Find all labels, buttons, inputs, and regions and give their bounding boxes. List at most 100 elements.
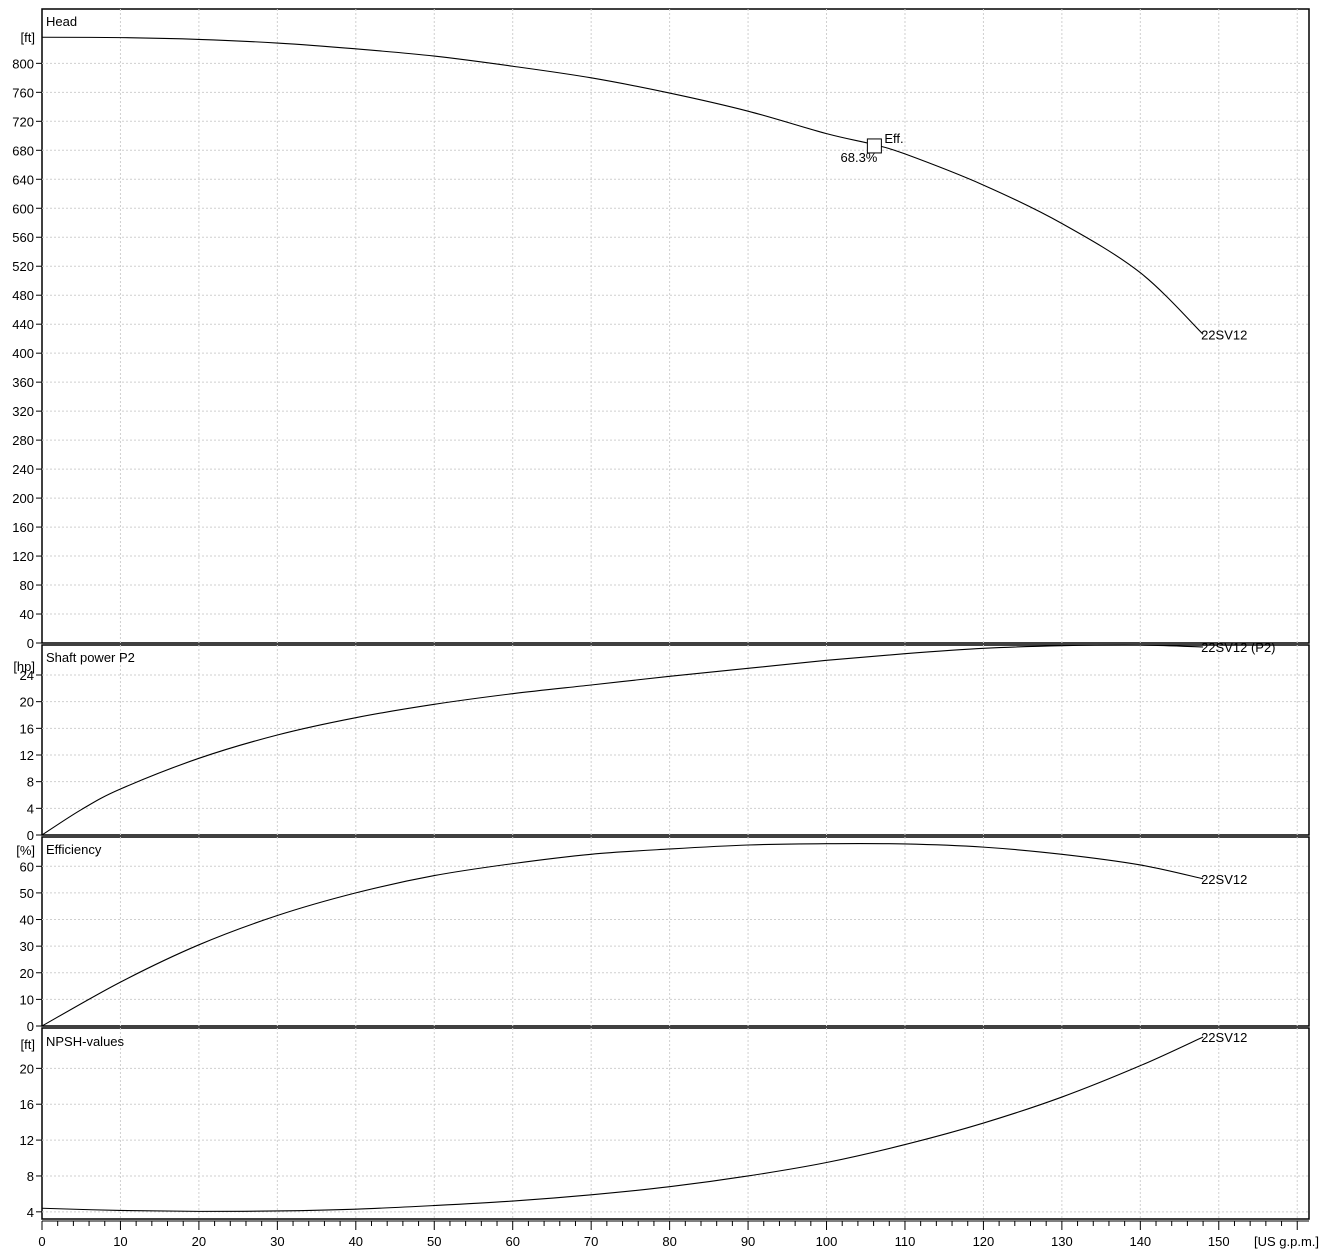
x-tick-label: 70	[584, 1234, 598, 1249]
series-label: 22SV12	[1201, 872, 1247, 887]
efficiency-marker-label: Eff.	[884, 131, 903, 146]
x-axis-unit-label: [US g.p.m.]	[1254, 1234, 1319, 1249]
x-axis: 0 10 20 30 40 50 60 70 80 90 100 110 120 130 140 150 [U…	[38, 1220, 1319, 1249]
series-line	[41, 842, 1204, 1027]
head-series: 22SV12	[41, 36, 1247, 342]
npsh-unit-label: [ft]	[21, 1037, 35, 1052]
y-tick-label: 80	[20, 578, 34, 593]
y-tick-label: 20	[20, 695, 34, 710]
x-tick-label: 150	[1208, 1234, 1230, 1249]
head-panel-title: Head	[46, 14, 77, 29]
y-tick-label: 50	[20, 886, 34, 901]
x-tick-label: 10	[113, 1234, 127, 1249]
y-tick-label: 24	[20, 668, 34, 683]
x-tick-label: 40	[349, 1234, 363, 1249]
x-tick-label: 130	[1051, 1234, 1073, 1249]
series-line	[41, 1036, 1204, 1212]
power-y-ticks: 0 4 8 12 16 20 24	[20, 668, 42, 843]
x-tick-label: 80	[662, 1234, 676, 1249]
x-tick-label: 120	[973, 1234, 995, 1249]
x-tick-label: 30	[270, 1234, 284, 1249]
x-axis-ticks: 0 10 20 30 40 50 60 70 80 90 100 110 120 130 140 150	[38, 1221, 1298, 1249]
y-tick-label: 800	[12, 56, 34, 71]
series-line	[41, 644, 1204, 836]
y-tick-label: 360	[12, 375, 34, 390]
efficiency-panel-title: Efficiency	[46, 842, 102, 857]
y-tick-label: 8	[27, 1169, 34, 1184]
efficiency-y-ticks: 0 10 20 30 40 50 60	[20, 859, 42, 1034]
power-series: 22SV12 (P2)	[41, 640, 1276, 836]
y-tick-label: 8	[27, 775, 34, 790]
head-unit-label: [ft]	[21, 30, 35, 45]
npsh-panel-frame	[41, 1027, 1310, 1220]
y-tick-label: 16	[20, 721, 34, 736]
power-panel-title: Shaft power P2	[46, 650, 135, 665]
efficiency-unit-label: [%]	[16, 843, 35, 858]
x-tick-label: 110	[895, 1234, 916, 1249]
y-tick-label: 600	[12, 201, 34, 216]
y-tick-label: 520	[12, 259, 34, 274]
y-tick-label: 760	[12, 85, 34, 100]
y-tick-label: 120	[12, 549, 34, 564]
y-tick-label: 0	[27, 636, 34, 651]
series-label: 22SV12 (P2)	[1201, 640, 1275, 655]
y-tick-label: 12	[20, 1133, 34, 1148]
y-tick-label: 720	[12, 114, 34, 129]
y-tick-label: 160	[12, 520, 34, 535]
y-tick-label: 560	[12, 230, 34, 245]
head-panel: 0 40 80 120 160 200 240 280 320 360 400 440 480 520 56…	[12, 8, 1310, 651]
y-tick-label: 30	[20, 939, 34, 954]
efficiency-panel: 0 10 20 30 40 50 60 Efficiency [%] 22SV12	[16, 836, 1310, 1034]
y-tick-label: 16	[20, 1097, 34, 1112]
y-tick-label: 480	[12, 288, 34, 303]
power-panel: 0 4 8 12 16 20 24 Shaft power P2 [hp] 22SV12 (…	[13, 640, 1310, 843]
y-tick-label: 40	[20, 913, 34, 928]
x-tick-label: 60	[505, 1234, 519, 1249]
y-tick-label: 4	[27, 801, 34, 816]
series-label: 22SV12	[1201, 327, 1247, 342]
y-tick-label: 60	[20, 859, 34, 874]
x-tick-label: 20	[192, 1234, 206, 1249]
x-tick-label: 100	[816, 1234, 838, 1249]
power-panel-frame	[41, 644, 1310, 836]
efficiency-grid	[42, 837, 1309, 1026]
x-tick-label: 140	[1129, 1234, 1151, 1249]
y-tick-label: 240	[12, 462, 34, 477]
y-tick-label: 20	[20, 1061, 34, 1076]
y-tick-label: 4	[27, 1205, 34, 1220]
y-tick-label: 40	[20, 607, 34, 622]
y-tick-label: 440	[12, 317, 34, 332]
y-tick-label: 200	[12, 491, 34, 506]
efficiency-series: 22SV12	[41, 842, 1247, 1027]
power-grid	[42, 645, 1309, 835]
y-tick-label: 10	[20, 992, 34, 1007]
y-tick-label: 680	[12, 143, 34, 158]
y-tick-label: 280	[12, 433, 34, 448]
npsh-grid	[42, 1028, 1309, 1219]
y-tick-label: 20	[20, 966, 34, 981]
efficiency-marker: Eff. 68.3%	[841, 131, 904, 165]
y-tick-label: 12	[20, 748, 34, 763]
head-panel-frame	[41, 8, 1310, 644]
head-y-ticks: 0 40 80 120 160 200 240 280 320 360 400 440 480 520 56…	[12, 56, 42, 651]
power-unit-label: [hp]	[13, 659, 35, 674]
efficiency-panel-frame	[41, 836, 1310, 1027]
y-tick-label: 0	[27, 828, 34, 843]
x-tick-label: 0	[38, 1234, 45, 1249]
y-tick-label: 320	[12, 404, 34, 419]
npsh-panel-title: NPSH-values	[46, 1034, 125, 1049]
series-label: 22SV12	[1201, 1030, 1247, 1045]
x-tick-label: 90	[741, 1234, 755, 1249]
y-tick-label: 0	[27, 1019, 34, 1034]
x-tick-label: 50	[427, 1234, 441, 1249]
npsh-series: 22SV12	[41, 1030, 1247, 1212]
npsh-panel: 4 8 12 16 20 NPSH-values [ft] 22SV12	[20, 1027, 1310, 1220]
series-line	[41, 36, 1204, 335]
efficiency-marker-box	[866, 138, 882, 154]
npsh-y-ticks: 4 8 12 16 20	[20, 1061, 42, 1220]
head-grid	[42, 9, 1309, 643]
efficiency-marker-value: 68.3%	[841, 150, 878, 165]
y-tick-label: 400	[12, 346, 34, 361]
y-tick-label: 640	[12, 172, 34, 187]
